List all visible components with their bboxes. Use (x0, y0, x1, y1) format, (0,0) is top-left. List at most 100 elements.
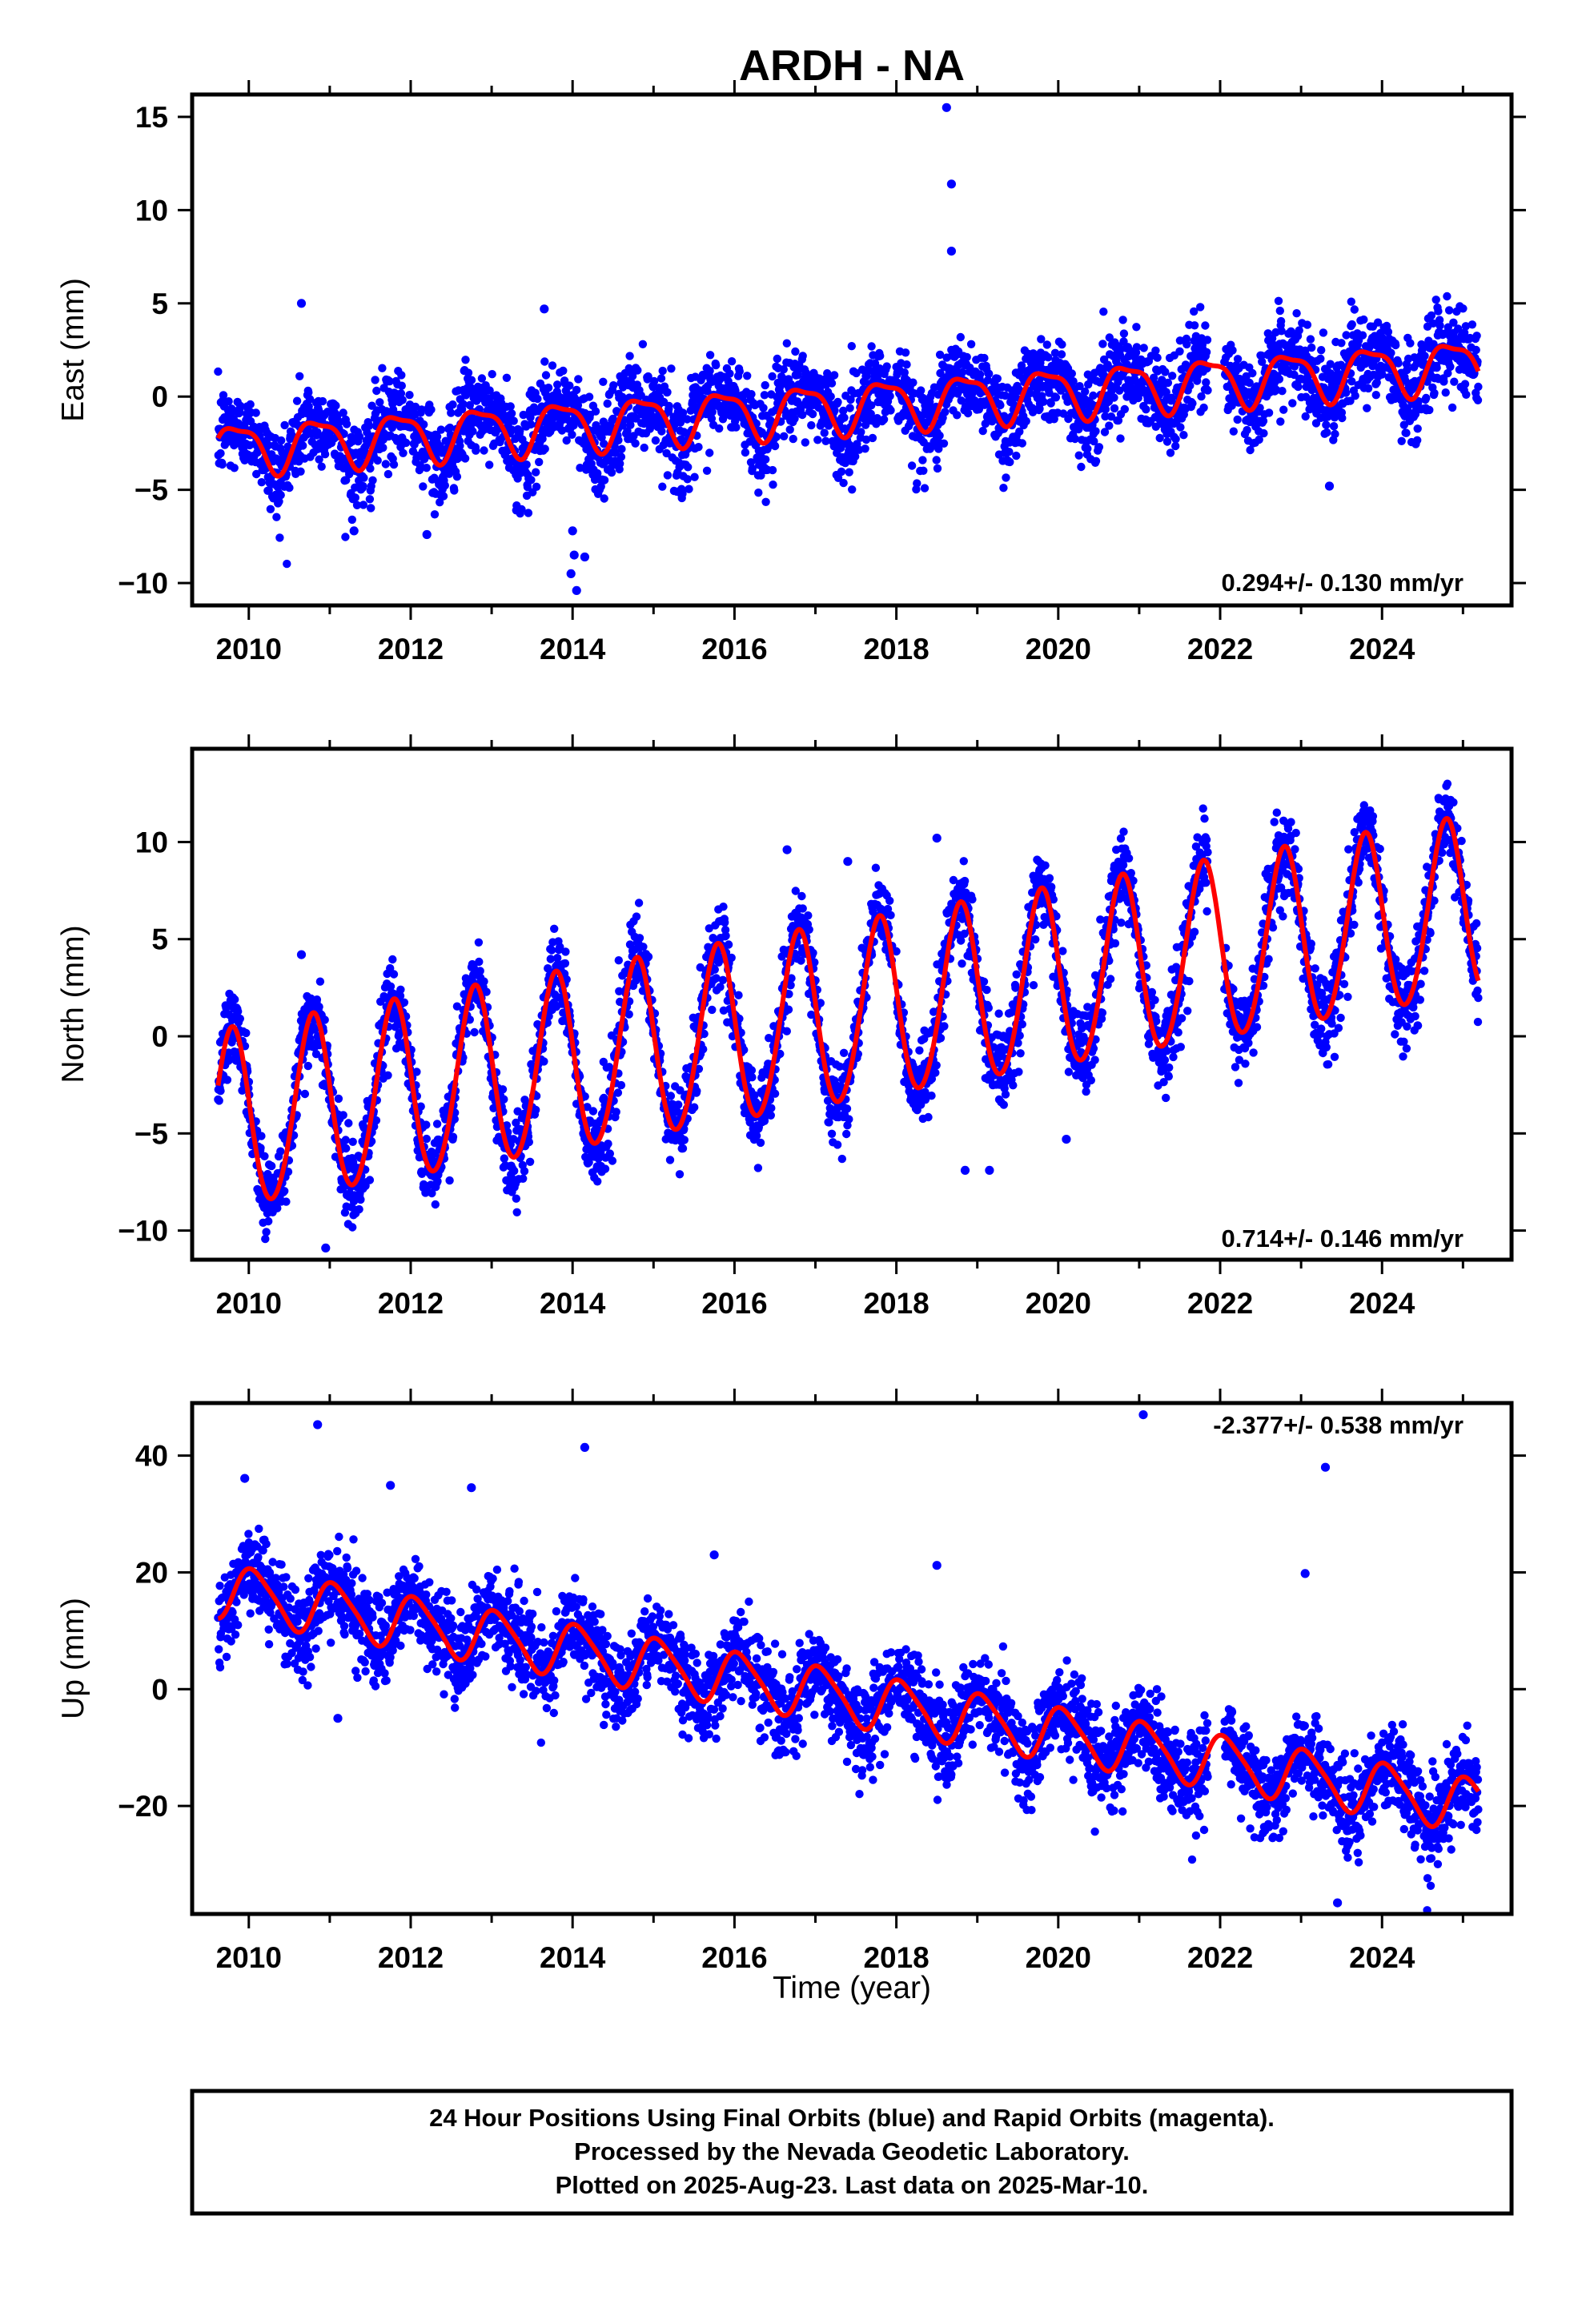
observation-point (1387, 348, 1395, 357)
observation-point (1077, 462, 1086, 472)
observation-point (448, 400, 457, 409)
observation-point (1002, 473, 1010, 482)
observation-point (839, 478, 848, 488)
observation-point (431, 1200, 440, 1209)
observation-point (675, 1170, 685, 1179)
observation-point (932, 456, 941, 464)
observation-point (527, 476, 536, 485)
observation-point (1435, 321, 1444, 330)
observation-point (461, 356, 470, 364)
observation-point (1105, 421, 1114, 430)
observation-point (1432, 364, 1441, 372)
observation-point (266, 505, 275, 513)
observation-point (1406, 339, 1415, 348)
observation-point (498, 1085, 508, 1094)
observation-point (383, 469, 393, 479)
observation-point (759, 404, 768, 412)
observation-point (626, 420, 635, 429)
outlier-point (569, 550, 579, 560)
observation-point (450, 486, 459, 495)
observation-point (1323, 428, 1331, 437)
observation-point (219, 391, 228, 400)
observation-point (867, 342, 876, 351)
observation-point (748, 464, 757, 473)
observation-point (690, 472, 699, 481)
observation-point (524, 1137, 533, 1147)
observation-point (1098, 340, 1107, 348)
y-tick-label: −5 (135, 474, 168, 507)
observation-point (541, 371, 551, 380)
x-tick-label: 2012 (378, 633, 444, 665)
observation-point (276, 491, 285, 500)
observation-point (772, 432, 781, 441)
observation-point (1022, 416, 1030, 426)
x-tick-label: 2016 (701, 633, 767, 665)
observation-point (215, 1096, 223, 1105)
observation-point (397, 381, 406, 390)
observation-point (341, 1136, 350, 1144)
observation-point (355, 432, 364, 441)
observation-point (694, 443, 703, 452)
observation-point (1473, 396, 1483, 404)
outlier-point (568, 526, 577, 536)
observation-point (663, 471, 673, 480)
x-tick-label: 2010 (216, 633, 282, 665)
outlier-point (566, 569, 576, 579)
observation-point (452, 472, 462, 481)
observation-point (422, 464, 431, 472)
observation-point (651, 436, 661, 445)
observation-point (464, 368, 473, 377)
observation-point (902, 360, 911, 369)
observation-point (540, 357, 549, 366)
observation-point (422, 1120, 431, 1129)
observation-point (1337, 339, 1346, 348)
observation-point (246, 400, 255, 409)
observation-point (596, 482, 605, 491)
observation-point (1233, 355, 1243, 364)
observation-point (789, 434, 797, 444)
observation-point (769, 480, 777, 489)
observation-point (1276, 417, 1285, 426)
observation-point (401, 438, 411, 448)
observation-point (517, 505, 526, 514)
observation-point (260, 1152, 269, 1161)
observation-point (829, 371, 839, 380)
observation-point (770, 441, 780, 451)
observation-point (507, 409, 516, 418)
observation-point (1331, 429, 1339, 439)
observation-point (1018, 439, 1027, 448)
observation-point (519, 1174, 528, 1184)
observation-point (477, 374, 487, 383)
observation-point (830, 406, 839, 415)
observation-point (666, 1092, 676, 1100)
observation-point (1278, 387, 1287, 396)
observation-point (1091, 427, 1100, 436)
observation-point (1279, 405, 1288, 414)
observation-point (1472, 332, 1481, 340)
observation-point (1120, 404, 1130, 414)
observation-point (1074, 451, 1083, 460)
observation-point (674, 1100, 683, 1109)
observation-point (600, 494, 608, 503)
observation-point (416, 460, 424, 470)
outlier-point (942, 103, 951, 112)
observation-point (440, 481, 449, 490)
observation-point (1413, 424, 1422, 433)
observation-point (1472, 345, 1480, 355)
observation-point (886, 406, 895, 415)
observation-point (600, 440, 608, 448)
observation-point (524, 509, 533, 517)
observation-point (535, 457, 544, 467)
x-tick-label: 2018 (863, 633, 929, 665)
observation-point (234, 1007, 243, 1016)
observation-point (820, 428, 829, 437)
observation-point (845, 468, 853, 476)
observation-point (913, 479, 921, 488)
observation-point (356, 1195, 365, 1204)
observation-point (1444, 306, 1454, 315)
observation-point (460, 454, 470, 463)
observation-point (644, 952, 653, 961)
observation-point (334, 1094, 343, 1104)
observation-point (417, 405, 426, 414)
observation-point (480, 446, 488, 455)
